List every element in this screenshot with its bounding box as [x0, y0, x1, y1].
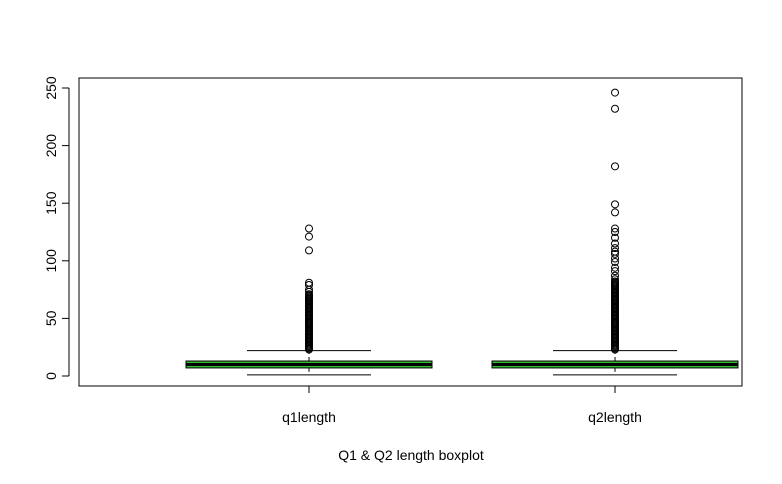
outlier-point — [305, 246, 313, 255]
box-q1length — [185, 224, 433, 376]
plot-frame — [78, 77, 743, 387]
x-tick-label: q1length — [282, 409, 336, 425]
outlier-point — [611, 104, 619, 113]
x-axis-title: Q1 & Q2 length boxplot — [338, 447, 484, 463]
outlier-point — [305, 290, 313, 299]
outlier-point — [611, 271, 619, 280]
y-tick-label: 200 — [43, 134, 59, 158]
outlier-point — [611, 228, 619, 236]
outlier-point — [611, 247, 619, 256]
outlier-point — [305, 280, 313, 289]
outlier-point — [611, 208, 619, 217]
outlier-point — [611, 244, 619, 253]
outlier-point — [611, 162, 619, 171]
outlier-point — [611, 275, 619, 284]
outlier-point — [611, 263, 619, 272]
box-q2length — [491, 88, 739, 376]
y-tick-label: 100 — [43, 249, 59, 273]
outlier-point — [611, 239, 619, 248]
outlier-point — [611, 88, 619, 97]
outlier-point — [305, 278, 313, 287]
x-tick-label: q2length — [588, 409, 642, 425]
outlier-point — [611, 267, 619, 276]
outlier-point — [611, 233, 619, 242]
outliers — [611, 88, 619, 354]
y-axis: 0 50 100 150 200 250 — [43, 76, 70, 380]
outlier-point — [611, 249, 619, 258]
outlier-point — [305, 232, 313, 241]
outlier-point — [611, 200, 619, 209]
outlier-point — [611, 277, 619, 286]
outlier-point — [611, 257, 619, 266]
boxes — [185, 88, 739, 376]
y-tick-label: 150 — [43, 191, 59, 215]
outlier-point — [611, 224, 619, 233]
x-axis: q1length q2length — [282, 385, 642, 425]
y-tick-label: 50 — [43, 310, 59, 326]
outliers — [305, 224, 313, 354]
outlier-point — [305, 224, 313, 233]
y-tick-label: 250 — [43, 76, 59, 100]
y-tick-label: 0 — [43, 372, 59, 380]
